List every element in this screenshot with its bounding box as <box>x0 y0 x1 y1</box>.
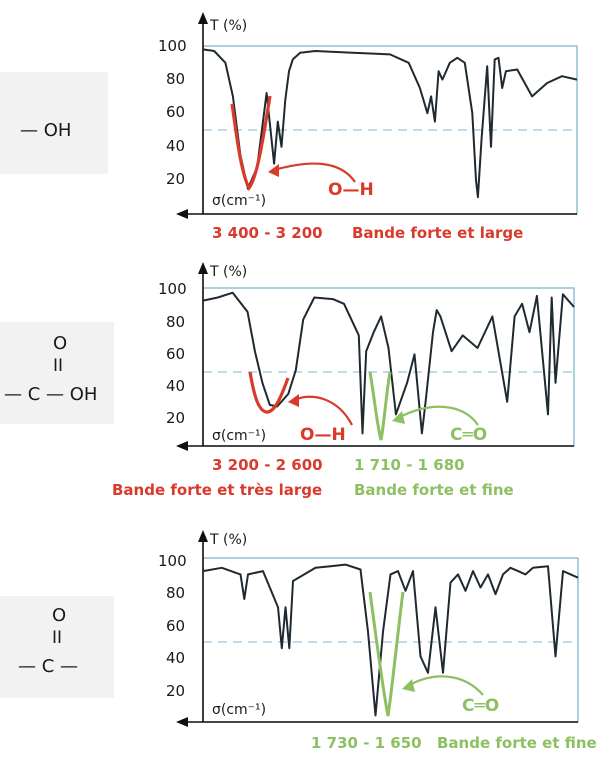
y-axis-arrow-2 <box>198 262 208 274</box>
y-tick-2-40: 40 <box>166 377 185 395</box>
formula-box-2 <box>0 322 114 424</box>
oh-arrow-2 <box>293 395 353 426</box>
x-axis-arrow-2 <box>176 441 188 451</box>
y-axis-arrow-1 <box>198 12 208 24</box>
y-tick-3-40: 40 <box>166 649 185 667</box>
range-1-description: Bande forte et large <box>352 224 523 242</box>
formula-3-top-letter: O <box>52 605 66 626</box>
y-axis-label-3: T (%) <box>209 532 247 548</box>
y-axis-label-1: T (%) <box>209 18 247 34</box>
y-tick-2-80: 80 <box>166 313 185 331</box>
range-2-co-description: Bande forte et fine <box>354 481 514 499</box>
oh-arrowhead-1 <box>268 164 279 177</box>
annotation-co-2: C═O <box>450 425 487 445</box>
spectrum-curve-2 <box>202 291 575 435</box>
x-axis-label-3: σ(cm⁻¹) <box>212 702 266 718</box>
oh-band-highlight-1 <box>230 95 272 191</box>
y-tick-1-60: 60 <box>166 103 185 121</box>
co-arrow-3 <box>407 675 484 696</box>
x-axis-arrow-1 <box>176 209 188 219</box>
range-3-description: Bande forte et fine <box>437 734 597 752</box>
annotation-oh-1: O—H <box>328 180 374 200</box>
range-2-oh-wavenumber: 3 200 - 2 600 <box>212 456 323 474</box>
y-tick-1-100: 100 <box>158 37 187 55</box>
formula-box-1 <box>0 72 108 174</box>
co-band-highlight-2 <box>368 371 392 441</box>
oh-band-highlight-2 <box>248 371 290 414</box>
y-tick-3-80: 80 <box>166 584 185 602</box>
co-arrowhead-3 <box>402 679 415 692</box>
oh-arrow-1 <box>273 162 356 183</box>
oh-arrowhead-2 <box>288 394 299 407</box>
formula-2-double-bond: II <box>53 356 63 376</box>
y-axis-label-2: T (%) <box>209 264 247 280</box>
x-axis-label-2: σ(cm⁻¹) <box>212 428 266 444</box>
range-1-wavenumber: 3 400 - 3 200 <box>212 224 323 242</box>
range-2-co-wavenumber: 1 710 - 1 680 <box>354 456 465 474</box>
y-axis-arrow-3 <box>198 530 208 542</box>
formula-3-line: — C — <box>18 656 78 677</box>
x-axis-label-1: σ(cm⁻¹) <box>212 193 266 209</box>
formula-1-line: — OH <box>20 120 71 141</box>
spectrum-curve-3 <box>202 563 579 717</box>
co-band-highlight-3 <box>368 591 405 717</box>
y-tick-3-100: 100 <box>158 552 187 570</box>
panel-3: O II — C — T (%) σ(cm⁻¹) 100 80 60 40 20… <box>0 530 597 752</box>
y-tick-1-80: 80 <box>166 70 185 88</box>
annotation-co-3: C═O <box>462 696 499 716</box>
range-3-wavenumber: 1 730 - 1 650 <box>311 734 422 752</box>
y-tick-2-100: 100 <box>158 280 187 298</box>
formula-2-top-letter: O <box>53 333 67 354</box>
formula-3-double-bond: II <box>52 628 62 648</box>
annotation-oh-2: O—H <box>300 425 346 445</box>
formula-box-3 <box>0 596 114 698</box>
range-2-oh-description: Bande forte et très large <box>112 481 322 499</box>
spectrum-curve-1 <box>202 48 578 199</box>
y-tick-1-20: 20 <box>166 170 185 188</box>
x-axis-arrow-3 <box>176 717 188 727</box>
panel-2: O II — C — OH T (%) σ(cm⁻¹) 100 80 60 40… <box>0 262 575 499</box>
y-tick-3-20: 20 <box>166 682 185 700</box>
formula-2-line: — C — OH <box>4 384 97 405</box>
co-arrow-2 <box>397 405 479 426</box>
y-tick-3-60: 60 <box>166 617 185 635</box>
y-tick-2-20: 20 <box>166 409 185 427</box>
panel-1: — OH T (%) σ(cm⁻¹) 100 80 60 40 20 O—H 3… <box>0 12 578 242</box>
co-arrowhead-2 <box>392 411 405 424</box>
y-tick-1-40: 40 <box>166 137 185 155</box>
y-tick-2-60: 60 <box>166 345 185 363</box>
